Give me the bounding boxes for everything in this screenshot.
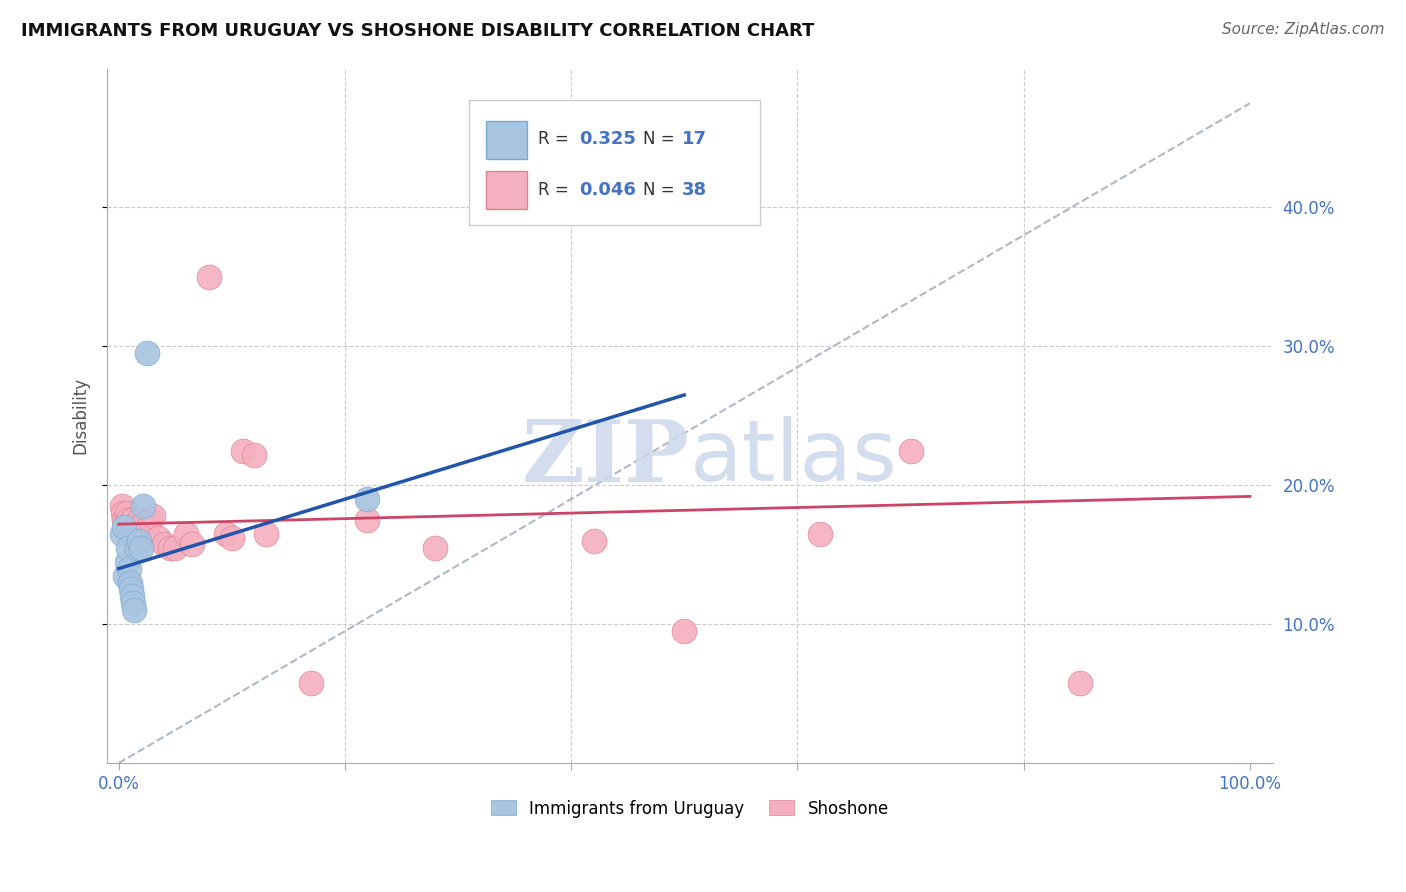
Point [141, 508, 163, 523]
FancyBboxPatch shape [468, 100, 759, 225]
Point [582, 533, 605, 548]
Point [112, 506, 135, 520]
Point [900, 443, 922, 458]
Text: ZIP: ZIP [522, 416, 690, 500]
Point [356, 492, 378, 507]
Point [118, 561, 141, 575]
Point [111, 527, 134, 541]
Point [111, 499, 134, 513]
Point [112, 520, 135, 534]
Bar [486, 170, 527, 209]
Point [132, 517, 155, 532]
Text: N =: N = [644, 181, 681, 199]
Point [114, 520, 136, 534]
Point [673, 624, 696, 639]
Point [115, 506, 138, 520]
Point [176, 527, 198, 541]
Point [124, 520, 146, 534]
Point [159, 541, 181, 555]
Point [221, 531, 243, 545]
Legend: Immigrants from Uruguay, Shoshone: Immigrants from Uruguay, Shoshone [484, 793, 896, 824]
Point [153, 536, 176, 550]
Point [243, 448, 266, 462]
Text: Source: ZipAtlas.com: Source: ZipAtlas.com [1222, 22, 1385, 37]
Point [118, 575, 141, 590]
Point [120, 582, 142, 597]
Point [112, 513, 135, 527]
Point [121, 513, 143, 527]
Text: atlas: atlas [690, 416, 898, 499]
Text: IMMIGRANTS FROM URUGUAY VS SHOSHONE DISABILITY CORRELATION CHART: IMMIGRANTS FROM URUGUAY VS SHOSHONE DISA… [21, 22, 814, 40]
Point [121, 590, 143, 604]
Text: 0.325: 0.325 [579, 130, 636, 148]
Point [128, 513, 150, 527]
Point [120, 527, 142, 541]
Text: 38: 38 [682, 181, 707, 199]
Text: 17: 17 [682, 130, 707, 148]
Y-axis label: Disability: Disability [72, 377, 89, 454]
Point [181, 536, 204, 550]
Point [129, 541, 152, 555]
Point [299, 675, 322, 690]
Point [122, 596, 145, 610]
Point [425, 541, 447, 555]
Point [132, 499, 155, 513]
Point [148, 531, 170, 545]
Point [135, 523, 157, 537]
Text: R =: R = [538, 181, 575, 199]
Point [117, 513, 139, 527]
Text: R =: R = [538, 130, 575, 148]
Point [129, 527, 152, 541]
Text: N =: N = [644, 130, 681, 148]
Bar [486, 120, 527, 159]
Point [125, 541, 148, 555]
Point [115, 555, 138, 569]
Point [118, 517, 141, 532]
Point [135, 346, 157, 360]
Point [118, 523, 141, 537]
Point [215, 527, 238, 541]
Point [1069, 675, 1091, 690]
Point [117, 541, 139, 555]
Point [165, 541, 187, 555]
Point [124, 603, 146, 617]
Point [198, 269, 221, 284]
Point [128, 533, 150, 548]
Point [114, 568, 136, 582]
Text: 0.046: 0.046 [579, 181, 636, 199]
Point [808, 527, 831, 541]
Point [254, 527, 277, 541]
Point [232, 443, 254, 458]
Point [139, 513, 162, 527]
Point [125, 523, 148, 537]
Point [356, 513, 378, 527]
